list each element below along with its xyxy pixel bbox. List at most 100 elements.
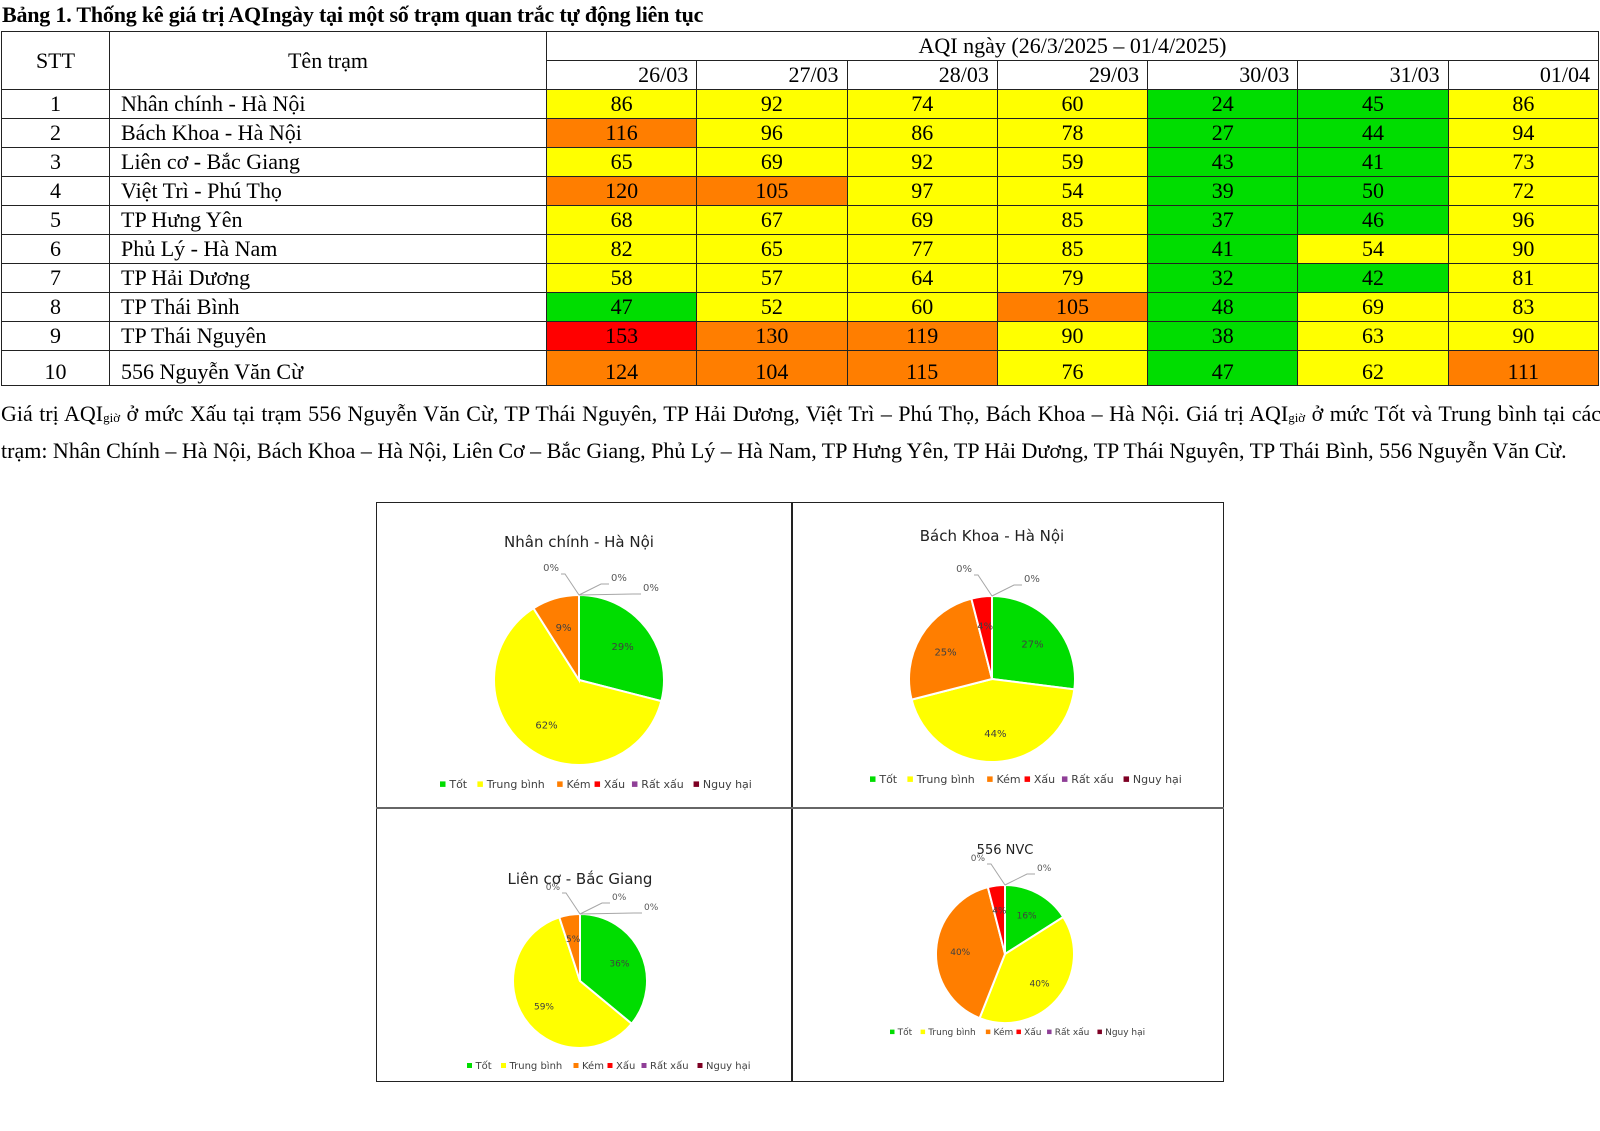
pie-chart: Liên cơ - Bắc Giang 36% 59% 5% 0% 0% 0% Tốt Trun… <box>467 870 751 1072</box>
header-date: 27/03 <box>696 60 848 90</box>
legend-label: Nguy hại <box>706 1061 751 1072</box>
pie-leader-line <box>562 892 581 915</box>
header-date: 28/03 <box>846 60 998 90</box>
cell-aqi-value: 69 <box>696 147 848 177</box>
legend-label: Kém <box>567 778 591 791</box>
pie-data-label-zero: 0% <box>612 893 627 903</box>
cell-aqi-value: 111 <box>1447 350 1600 386</box>
cell-aqi-value: 96 <box>1447 205 1600 235</box>
legend-swatch <box>1097 1029 1102 1035</box>
pie-data-label: 29% <box>612 642 634 653</box>
cell-station-name: 556 Nguyễn Văn Cừ <box>109 350 547 386</box>
cell-aqi-value: 90 <box>996 321 1149 351</box>
cell-station-name: TP Hưng Yên <box>109 205 547 235</box>
legend-swatch <box>890 1029 895 1035</box>
legend-swatch <box>907 776 913 782</box>
pie-data-label-zero: 0% <box>1024 574 1040 585</box>
charts-horizontal-divider <box>376 807 1224 809</box>
legend-label: Xấu <box>1034 773 1055 786</box>
pie-data-label: 4% <box>992 907 1007 917</box>
pie-data-label-zero: 0% <box>971 854 986 864</box>
cell-stt: 10 <box>1 350 110 386</box>
legend-label: Rất xấu <box>1071 773 1113 786</box>
pie-leader-line <box>578 583 609 596</box>
header-stt: STT <box>1 31 110 90</box>
pie-data-label-zero: 0% <box>611 573 627 584</box>
cell-aqi-value: 32 <box>1147 263 1299 293</box>
legend-swatch <box>985 1029 991 1035</box>
legend-swatch <box>1123 776 1130 782</box>
pie-slice-trung-bình <box>512 916 634 1049</box>
legend-label: Tốt <box>475 1060 492 1072</box>
cell-aqi-value: 78 <box>996 118 1149 148</box>
pie-data-label-zero: 0% <box>956 564 972 575</box>
pie-leader-line <box>561 573 580 596</box>
legend-swatch <box>987 776 993 782</box>
pie-title: 556 NVC <box>977 843 1034 858</box>
cell-aqi-value: 24 <box>1147 89 1299 119</box>
pie-slice-tốt <box>991 594 1076 691</box>
legend-label: Rất xấu <box>1055 1027 1090 1038</box>
cell-aqi-value: 104 <box>696 350 848 386</box>
header-date: 01/04 <box>1447 60 1600 90</box>
cell-station-name: TP Hải Dương <box>109 263 547 293</box>
pie-data-label: 62% <box>535 721 557 732</box>
cell-stt: 7 <box>1 263 110 293</box>
legend-label: Rất xấu <box>641 778 683 791</box>
legend-swatch <box>1047 1029 1052 1035</box>
cell-aqi-value: 42 <box>1297 263 1449 293</box>
legend-swatch <box>501 1063 506 1068</box>
pie-chart: 556 NVC 16% 40% 40% 4% 0% 0% Tốt Trung bình Kém Xấ… <box>890 843 1145 1038</box>
pie-leader-line <box>991 584 1022 597</box>
pie-data-label: 9% <box>556 623 572 634</box>
cell-aqi-value: 65 <box>545 147 698 177</box>
cell-aqi-value: 90 <box>1447 234 1600 264</box>
cell-aqi-value: 94 <box>1447 118 1600 148</box>
cell-aqi-value: 74 <box>846 89 998 119</box>
pie-slice-trung-bình <box>910 677 1076 763</box>
summary-paragraph: Giá trị AQIgiờ ở mức Xấu tại trạm 556 Ng… <box>1 398 1600 467</box>
cell-aqi-value: 83 <box>1447 292 1600 322</box>
pie-title: Bách Khoa - Hà Nội <box>920 527 1064 545</box>
legend-swatch <box>557 781 563 787</box>
cell-aqi-value: 79 <box>996 263 1149 293</box>
header-date: 26/03 <box>545 60 698 90</box>
cell-aqi-value: 46 <box>1297 205 1449 235</box>
cell-aqi-value: 130 <box>696 321 848 351</box>
pie-slice-tốt <box>1004 883 1065 956</box>
cell-aqi-value: 54 <box>1297 234 1449 264</box>
cell-aqi-value: 52 <box>696 292 848 322</box>
legend-swatch <box>1016 1029 1021 1035</box>
cell-aqi-value: 41 <box>1297 147 1449 177</box>
pie-title: Liên cơ - Bắc Giang <box>508 870 653 888</box>
table-row: 8 TP Thái Bình 47 52 60 105 48 69 83 <box>1 292 1600 322</box>
cell-aqi-value: 27 <box>1147 118 1299 148</box>
legend-swatch <box>641 1063 647 1068</box>
legend-swatch <box>1061 776 1068 782</box>
legend-label: Tốt <box>448 778 467 791</box>
charts-frame <box>376 502 1224 1082</box>
legend-label: Tốt <box>897 1027 913 1038</box>
legend-swatch <box>607 1063 613 1068</box>
table-row: 10 556 Nguyễn Văn Cừ 124 104 115 76 47 62 111 <box>1 350 1600 386</box>
cell-aqi-value: 38 <box>1147 321 1299 351</box>
cell-aqi-value: 86 <box>545 89 698 119</box>
cell-aqi-value: 54 <box>996 176 1149 206</box>
cell-aqi-value: 47 <box>1147 350 1299 386</box>
legend-label: Xấu <box>1024 1027 1041 1038</box>
legend-swatch <box>573 1063 579 1068</box>
paragraph-text-1: Giá trị AQI <box>1 401 104 426</box>
cell-stt: 5 <box>1 205 110 235</box>
cell-aqi-value: 153 <box>545 321 698 351</box>
legend-label: Trung bình <box>509 1060 563 1072</box>
pie-slice-tốt <box>578 593 665 703</box>
cell-aqi-value: 68 <box>545 205 698 235</box>
cell-aqi-value: 115 <box>846 350 998 386</box>
cell-aqi-value: 39 <box>1147 176 1299 206</box>
pie-chart: Nhân chính - Hà Nội 29% 62% 9% 0% 0% 0% Tốt Trun… <box>440 533 752 791</box>
legend-label: Rất xấu <box>650 1060 689 1072</box>
cell-aqi-value: 45 <box>1297 89 1449 119</box>
legend-label: Tốt <box>878 773 897 786</box>
pie-data-label: 40% <box>950 948 970 958</box>
